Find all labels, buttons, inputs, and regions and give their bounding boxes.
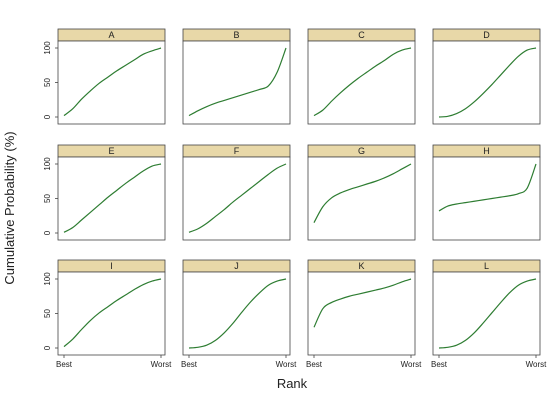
series-line xyxy=(313,163,412,223)
series-line xyxy=(313,47,412,117)
panel-k: K Best Worst xyxy=(306,259,423,369)
panel-d: D xyxy=(432,28,541,125)
panel-label: D xyxy=(483,30,490,40)
panel-frame xyxy=(432,40,541,125)
y-tick-label: 0 xyxy=(43,230,52,235)
y-tick-label: 50 xyxy=(43,194,52,203)
x-tick-label: Worst xyxy=(526,360,548,369)
panel-label: J xyxy=(234,261,239,271)
panel-label: L xyxy=(484,261,489,271)
panel-label: F xyxy=(234,146,240,156)
series-line xyxy=(63,47,162,117)
panel-frame xyxy=(57,271,166,356)
panel-frame xyxy=(182,271,291,356)
y-tick-label: 100 xyxy=(43,272,52,286)
panel-a: A 0 50 100 xyxy=(43,28,166,125)
y-tick-label: 50 xyxy=(43,309,52,318)
x-tick-label: Worst xyxy=(401,360,423,369)
panel-label: A xyxy=(108,30,114,40)
panel-i: I 0 50 100 Best Worst xyxy=(43,259,173,369)
x-tick-label: Worst xyxy=(151,360,173,369)
panel-label: K xyxy=(358,261,364,271)
panel-frame xyxy=(432,156,541,241)
panel-j: J Best Worst xyxy=(181,259,298,369)
series-line xyxy=(188,278,287,349)
x-tick-label: Worst xyxy=(276,360,298,369)
panel-frame xyxy=(432,271,541,356)
panel-frame xyxy=(307,271,416,356)
panel-h: H xyxy=(432,144,541,241)
panel-label: I xyxy=(110,261,113,271)
panel-e: E 0 50 100 xyxy=(43,144,166,241)
y-axis-title: Cumulative Probability (%) xyxy=(2,131,17,284)
y-tick-label: 100 xyxy=(43,41,52,55)
y-tick-label: 100 xyxy=(43,157,52,171)
panel-label: B xyxy=(233,30,239,40)
series-line xyxy=(438,163,537,212)
x-tick-label: Best xyxy=(181,360,198,369)
panel-grid: A 0 50 100 B C D E 0 50 100 F G H I 0 50 100 Best Worst J Bes… xyxy=(43,28,548,369)
panel-frame xyxy=(182,40,291,125)
panel-label: E xyxy=(108,146,114,156)
panel-label: H xyxy=(483,146,490,156)
series-line xyxy=(63,163,162,233)
x-axis-title: Rank xyxy=(277,376,308,391)
x-tick-label: Best xyxy=(306,360,323,369)
panel-b: B xyxy=(182,28,291,125)
panel-frame xyxy=(57,156,166,241)
y-tick-label: 0 xyxy=(43,114,52,119)
panel-label: C xyxy=(358,30,365,40)
panel-label: G xyxy=(358,146,365,156)
panel-c: C xyxy=(307,28,416,125)
x-tick-label: Best xyxy=(431,360,448,369)
panel-g: G xyxy=(307,144,416,241)
y-tick-label: 0 xyxy=(43,345,52,350)
panel-f: F xyxy=(182,144,291,241)
x-tick-label: Best xyxy=(56,360,73,369)
panel-frame xyxy=(307,40,416,125)
y-tick-label: 50 xyxy=(43,78,52,87)
panel-frame xyxy=(307,156,416,241)
panel-l: L Best Worst xyxy=(431,259,548,369)
series-line xyxy=(63,278,162,348)
series-line xyxy=(188,163,287,233)
series-line xyxy=(188,47,287,117)
series-line xyxy=(313,278,412,328)
series-line xyxy=(438,47,537,118)
panel-frame xyxy=(57,40,166,125)
series-line xyxy=(438,278,537,349)
